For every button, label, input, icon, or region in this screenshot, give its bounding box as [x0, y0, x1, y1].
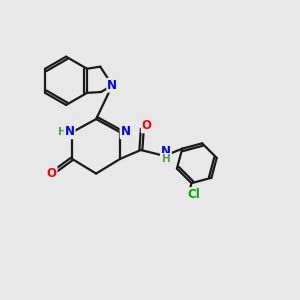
Text: O: O	[47, 167, 57, 180]
Text: Cl: Cl	[188, 188, 200, 201]
Text: N: N	[64, 125, 75, 138]
Text: H: H	[161, 154, 170, 164]
Text: O: O	[142, 119, 152, 132]
Text: N: N	[161, 145, 171, 158]
Text: N: N	[121, 125, 130, 138]
Text: N: N	[107, 79, 117, 92]
Text: H: H	[58, 127, 67, 137]
